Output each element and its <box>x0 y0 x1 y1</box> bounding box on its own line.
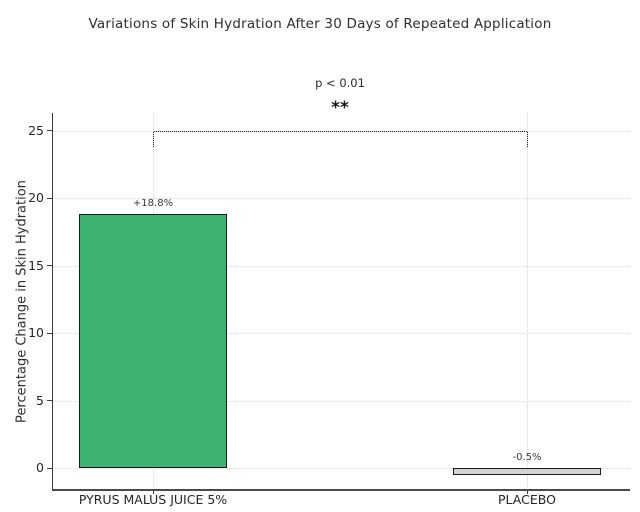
bar-treatment <box>79 214 227 468</box>
bar-value-label: -0.5% <box>512 452 542 463</box>
bar-placebo <box>453 468 601 475</box>
x-gridline <box>527 113 528 490</box>
bar-value-label: +18.8% <box>132 198 174 210</box>
y-tick-label: 20 <box>28 190 44 205</box>
chart-title: Variations of Skin Hydration After 30 Da… <box>88 16 552 32</box>
y-gridline <box>53 333 630 334</box>
y-tick-mark <box>47 197 52 199</box>
y-tick-label: 25 <box>28 122 44 138</box>
significance-bracket <box>153 131 528 148</box>
y-tick-label: 5 <box>36 392 44 408</box>
x-tick-mark <box>526 490 528 494</box>
y-tick-mark <box>47 265 52 267</box>
y-gridline <box>53 198 630 199</box>
y-gridline <box>53 400 630 402</box>
y-tick-label: 10 <box>28 325 44 340</box>
y-tick-mark <box>47 332 52 334</box>
y-tick-label: 0 <box>36 460 44 475</box>
x-tick-label: PLACEBO <box>498 492 556 507</box>
y-gridline <box>53 130 630 132</box>
y-tick-mark <box>47 400 52 402</box>
significance-p-value: p < 0.01 <box>315 76 365 90</box>
y-gridline <box>53 265 630 267</box>
y-tick-mark <box>47 467 52 469</box>
y-axis-line <box>52 113 54 490</box>
x-tick-mark <box>152 490 154 494</box>
x-axis-line <box>52 489 630 491</box>
significance-stars: ** <box>331 98 349 118</box>
y-tick-label: 15 <box>28 257 44 273</box>
y-gridline <box>53 468 630 469</box>
x-tick-label: PYRUS MALUS JUICE 5% <box>78 492 228 507</box>
y-tick-mark <box>47 130 52 132</box>
